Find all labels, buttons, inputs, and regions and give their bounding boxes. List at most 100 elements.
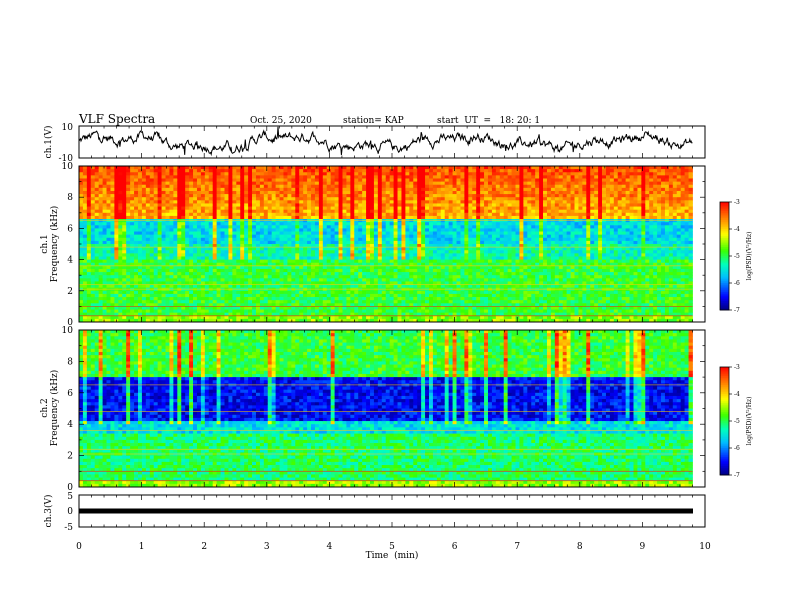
- spectrogram-cell: [130, 309, 135, 314]
- spectrogram-cell: [279, 265, 284, 270]
- spectrogram-cell: [397, 190, 402, 195]
- spectrogram-cell: [303, 244, 308, 248]
- spectrogram-cell: [106, 184, 111, 189]
- spectrogram-cell: [169, 181, 174, 186]
- spectrogram-cell: [157, 194, 162, 198]
- spectrogram-cell: [385, 175, 391, 179]
- spectrogram-cell: [326, 300, 332, 304]
- spectrogram-cell: [314, 240, 320, 245]
- spectrogram-cell: [432, 284, 438, 289]
- spectrogram-cell: [299, 240, 304, 245]
- spectrogram-cell: [275, 234, 280, 239]
- spectrogram-cell: [228, 197, 233, 201]
- spectrogram-cell: [283, 209, 288, 214]
- spectrogram-cell: [161, 178, 166, 182]
- spectrogram-cell: [295, 194, 300, 198]
- spectrogram-cell: [275, 178, 280, 182]
- spectrogram-cell: [259, 178, 265, 182]
- spectrogram-cell: [421, 240, 426, 245]
- spectrogram-cell: [263, 215, 269, 220]
- spectrogram-cell: [279, 244, 284, 248]
- spectrogram-cell: [141, 215, 147, 220]
- spectrogram-cell: [267, 244, 273, 248]
- spectrogram-cell: [468, 203, 473, 207]
- spectrogram-cell: [326, 200, 332, 204]
- spectrogram-cell: [244, 309, 249, 314]
- spectrogram-cell: [106, 268, 111, 273]
- spectrogram-cell: [397, 203, 402, 207]
- spectrogram-cell: [122, 268, 127, 273]
- spectrogram-cell: [377, 231, 383, 236]
- spectrogram-cell: [421, 231, 426, 236]
- spectrogram-cell: [244, 290, 249, 295]
- spectrogram-cell: [189, 184, 194, 189]
- spectrogram-cell: [432, 309, 438, 314]
- spectrogram-cell: [169, 284, 174, 289]
- spectrogram-cell: [153, 206, 159, 211]
- spectrogram-cell: [248, 297, 253, 301]
- spectrogram-cell: [173, 256, 178, 260]
- spectrogram-cell: [413, 178, 418, 182]
- spectrogram-cell: [193, 318, 198, 323]
- spectrogram-cell: [240, 284, 245, 289]
- spectrogram-cell: [452, 234, 457, 239]
- spectrogram-cell: [326, 166, 332, 170]
- spectrogram-cell: [318, 215, 324, 220]
- spectrogram-cell: [436, 297, 442, 301]
- spectrogram-cell: [240, 293, 245, 298]
- spectrogram-cell: [460, 234, 465, 239]
- spectrogram-cell: [346, 166, 351, 170]
- spectrogram-cell: [177, 206, 182, 211]
- spectrogram-cell: [208, 234, 214, 239]
- spectrogram-cell: [342, 184, 347, 189]
- spectrogram-cell: [456, 172, 461, 176]
- spectrogram-cell: [267, 212, 273, 217]
- spectrogram-cell: [436, 181, 442, 186]
- spectrogram-cell: [173, 290, 178, 295]
- spectrogram-cell: [322, 278, 328, 282]
- spectrogram-cell: [448, 237, 453, 242]
- spectrogram-cell: [145, 303, 151, 307]
- spectrogram-cell: [397, 275, 402, 279]
- spectrogram-cell: [208, 250, 214, 254]
- spectrogram-cell: [110, 312, 115, 317]
- spectrogram-cell: [381, 265, 387, 270]
- spectrogram-cell: [196, 184, 202, 189]
- spectrogram-cell: [236, 172, 241, 176]
- spectrogram-cell: [232, 275, 237, 279]
- spectrogram-cell: [259, 312, 265, 317]
- spectrogram-cell: [126, 253, 131, 257]
- spectrogram-cell: [326, 253, 332, 257]
- spectrogram-cell: [106, 265, 111, 270]
- spectrogram-cell: [165, 206, 170, 211]
- spectrogram-cell: [208, 225, 214, 229]
- spectrogram-cell: [130, 312, 135, 317]
- spectrogram-cell: [82, 278, 88, 282]
- spectrogram-cell: [141, 222, 147, 226]
- spectrogram-cell: [385, 228, 391, 232]
- spectrogram-cell: [90, 278, 96, 282]
- spectrogram-cell: [208, 209, 214, 214]
- spectrogram-cell: [381, 231, 387, 236]
- spectrogram-cell: [271, 275, 277, 279]
- spectrogram-cell: [291, 315, 296, 320]
- spectrogram-cell: [94, 244, 100, 248]
- spectrogram-cell: [118, 197, 123, 201]
- spectrogram-cell: [452, 300, 457, 304]
- spectrogram-cell: [126, 306, 131, 310]
- spectrogram-cell: [468, 250, 473, 254]
- spectrogram-cell: [106, 290, 111, 295]
- spectrogram-cell: [464, 172, 469, 176]
- spectrogram-cell: [311, 206, 316, 211]
- spectrogram-cell: [263, 253, 269, 257]
- spectrogram-cell: [165, 265, 170, 270]
- spectrogram-cell: [381, 187, 387, 192]
- spectrogram-cell: [126, 290, 131, 295]
- spectrogram-cell: [196, 175, 202, 179]
- spectrogram-cell: [141, 297, 147, 301]
- spectrogram-cell: [291, 306, 296, 310]
- spectrogram-cell: [122, 225, 127, 229]
- spectrogram-cell: [279, 262, 284, 267]
- spectrogram-cell: [389, 259, 394, 264]
- spectrogram-cell: [94, 281, 100, 285]
